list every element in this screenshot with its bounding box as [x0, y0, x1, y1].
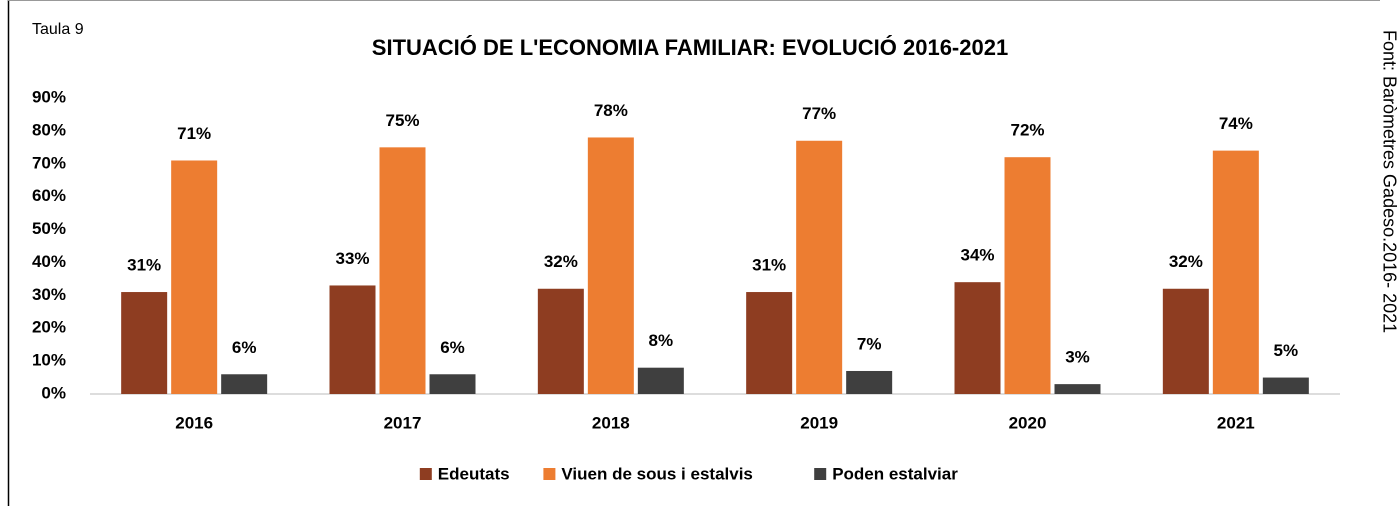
legend-label: Viuen de sous i estalvis: [561, 464, 753, 483]
bar: [1162, 288, 1209, 394]
data-label: 74%: [1219, 114, 1253, 133]
x-tick-label: 2017: [384, 413, 422, 432]
legend-swatch: [419, 468, 432, 480]
data-label: 8%: [649, 331, 674, 350]
chart-title: SITUACIÓ DE L'ECONOMIA FAMILIAR: EVOLUCI…: [372, 35, 1008, 60]
bar: [329, 285, 376, 394]
data-label: 32%: [1169, 252, 1203, 271]
data-label: 75%: [385, 111, 419, 130]
data-label: 32%: [544, 252, 578, 271]
bar: [171, 160, 218, 394]
x-tick-label: 2016: [175, 413, 213, 432]
y-tick-label: 50%: [32, 219, 66, 238]
data-label: 3%: [1065, 348, 1090, 367]
data-label: 33%: [335, 249, 369, 268]
source-note: Font: Baròmetres Gadeso.2016- 2021: [1379, 30, 1399, 333]
data-label: 6%: [440, 338, 465, 357]
table-note: Taula 9: [32, 21, 84, 38]
y-tick-label: 0%: [41, 383, 66, 402]
bar: [587, 137, 634, 394]
y-tick-label: 60%: [32, 186, 66, 205]
y-tick-label: 70%: [32, 153, 66, 172]
legend-swatch: [814, 468, 827, 480]
y-tick-label: 10%: [32, 351, 66, 370]
legend-label: Edeutats: [438, 464, 510, 483]
x-tick-label: 2019: [800, 413, 838, 432]
bar: [796, 140, 843, 394]
data-label: 7%: [857, 334, 882, 353]
y-tick-label: 30%: [32, 285, 66, 304]
bar: [121, 292, 168, 394]
bar: [429, 374, 476, 394]
bar: [746, 292, 793, 394]
x-tick-label: 2020: [1009, 413, 1047, 432]
data-label: 78%: [594, 101, 628, 120]
bar: [637, 367, 684, 394]
y-tick-label: 80%: [32, 120, 66, 139]
bar: [1054, 384, 1101, 394]
bar: [221, 374, 268, 394]
x-tick-label: 2018: [592, 413, 630, 432]
bar: [1262, 377, 1309, 394]
bar: [846, 370, 893, 394]
bar: [537, 288, 584, 394]
legend-label: Poden estalviar: [832, 464, 958, 483]
x-tick-label: 2021: [1217, 413, 1255, 432]
y-tick-label: 40%: [32, 252, 66, 271]
y-tick-label: 20%: [32, 318, 66, 337]
legend-swatch: [543, 468, 556, 480]
bar: [1004, 157, 1051, 394]
y-tick-label: 90%: [32, 87, 66, 106]
data-label: 77%: [802, 104, 836, 123]
data-label: 31%: [752, 256, 786, 275]
data-label: 72%: [1010, 121, 1044, 140]
data-label: 5%: [1274, 341, 1299, 360]
bar: [1212, 150, 1259, 394]
data-label: 31%: [127, 256, 161, 275]
data-label: 71%: [177, 124, 211, 143]
data-label: 34%: [960, 246, 994, 265]
bar: [954, 282, 1001, 394]
data-label: 6%: [232, 338, 257, 357]
bar: [379, 147, 426, 394]
